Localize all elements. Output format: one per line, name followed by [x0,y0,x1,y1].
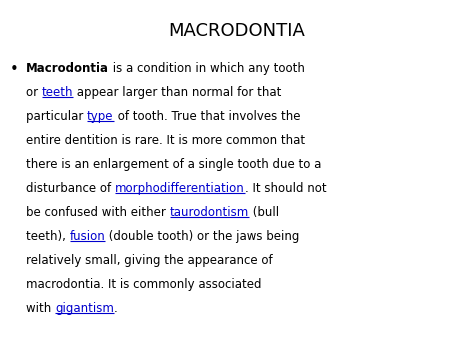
Text: there is an enlargement of a single tooth due to a: there is an enlargement of a single toot… [26,158,321,171]
Text: be confused with either: be confused with either [26,206,170,219]
Text: (double tooth) or the jaws being: (double tooth) or the jaws being [105,230,300,243]
Text: particular: particular [26,110,87,123]
Text: of tooth. True that involves the: of tooth. True that involves the [114,110,300,123]
Text: disturbance of: disturbance of [26,182,115,195]
Text: taurodontism: taurodontism [170,206,249,219]
Text: appear larger than normal for that: appear larger than normal for that [73,86,282,99]
Text: fusion: fusion [70,230,105,243]
Text: macrodontia. It is commonly associated: macrodontia. It is commonly associated [26,278,262,291]
Text: is a condition in which any tooth: is a condition in which any tooth [109,62,305,75]
Text: gigantism: gigantism [55,302,114,315]
Text: entire dentition is rare. It is more common that: entire dentition is rare. It is more com… [26,134,305,147]
Text: or: or [26,86,42,99]
Text: teeth),: teeth), [26,230,70,243]
Text: with: with [26,302,55,315]
Text: •: • [10,62,19,77]
Text: Macrodontia: Macrodontia [26,62,109,75]
Text: relatively small, giving the appearance of: relatively small, giving the appearance … [26,254,273,267]
Text: teeth: teeth [42,86,73,99]
Text: . It should not: . It should not [245,182,326,195]
Text: MACRODONTIA: MACRODONTIA [169,22,305,40]
Text: type: type [87,110,114,123]
Text: morphodifferentiation: morphodifferentiation [115,182,245,195]
Text: .: . [114,302,118,315]
Text: (bull: (bull [249,206,279,219]
